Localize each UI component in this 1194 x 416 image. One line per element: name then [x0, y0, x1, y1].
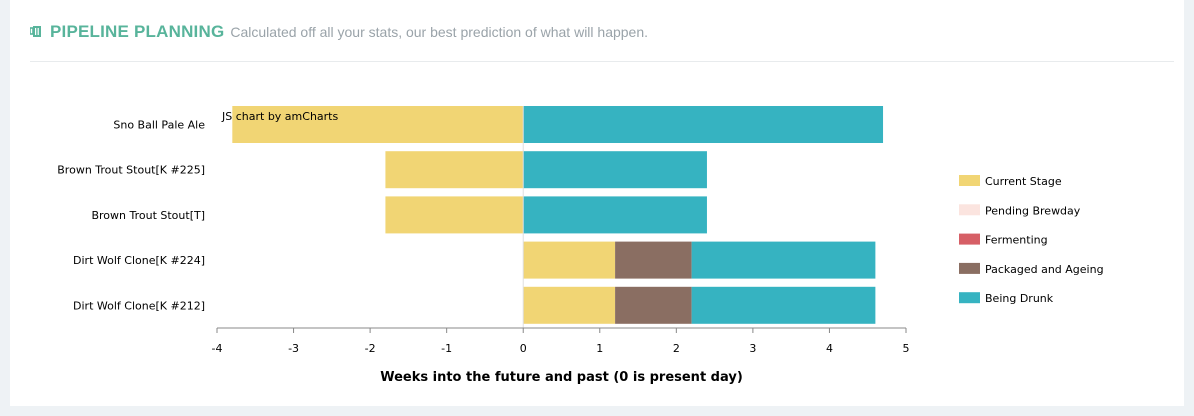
category-label: Dirt Wolf Clone[K #224] [73, 254, 205, 267]
legend-label: Pending Brewday [985, 204, 1081, 217]
bar-segment-0-0 [232, 106, 524, 143]
bar-segment-4-0 [523, 286, 616, 324]
category-label: Dirt Wolf Clone[K #212] [73, 299, 205, 312]
bar-segment-1-1 [523, 151, 707, 189]
x-tick-label: 4 [826, 342, 833, 355]
x-tick-label: 1 [596, 342, 603, 355]
bar-segment-2-1 [523, 196, 707, 234]
bar-segment-3-1 [615, 241, 692, 279]
legend-swatch-4 [959, 292, 980, 304]
panel-header: PIPELINE PLANNING Calculated off all you… [30, 22, 648, 46]
category-label: Brown Trout Stout[K #225] [57, 164, 205, 177]
legend-swatch-3 [959, 262, 980, 274]
x-axis-title: Weeks into the future and past (0 is pre… [380, 370, 743, 385]
bar-segment-1-0 [385, 151, 524, 189]
x-tick-label: -3 [288, 342, 299, 355]
bar-segment-3-0 [523, 241, 616, 279]
legend-label: Packaged and Ageing [985, 263, 1104, 276]
header-divider [30, 61, 1174, 62]
x-tick-label: 2 [673, 342, 680, 355]
legend-label: Being Drunk [985, 292, 1054, 305]
legend-swatch-1 [959, 204, 980, 216]
x-tick-label: -1 [441, 342, 452, 355]
category-label: Brown Trout Stout[T] [91, 209, 205, 222]
legend-label: Current Stage [985, 175, 1062, 188]
panel-title: PIPELINE PLANNING [50, 22, 225, 41]
bar-segment-3-2 [691, 241, 876, 279]
bar-segment-4-2 [691, 286, 876, 324]
x-tick-label: 0 [520, 342, 527, 355]
x-tick-label: -2 [365, 342, 376, 355]
bar-segment-2-0 [385, 196, 524, 234]
x-tick-label: 3 [749, 342, 756, 355]
x-tick-label: -4 [212, 342, 223, 355]
bar-segment-4-1 [615, 286, 692, 324]
legend-swatch-0 [959, 175, 980, 186]
legend-swatch-2 [959, 233, 980, 245]
amcharts-credit: JS chart by amCharts [221, 110, 338, 123]
legend-label: Fermenting [985, 234, 1048, 247]
x-tick-label: 5 [903, 342, 910, 355]
pint-glass-icon [30, 26, 41, 37]
panel-subtitle: Calculated off all your stats, our best … [230, 24, 649, 40]
bar-segment-0-1 [523, 106, 884, 143]
category-label: Sno Ball Pale Ale [113, 119, 205, 132]
